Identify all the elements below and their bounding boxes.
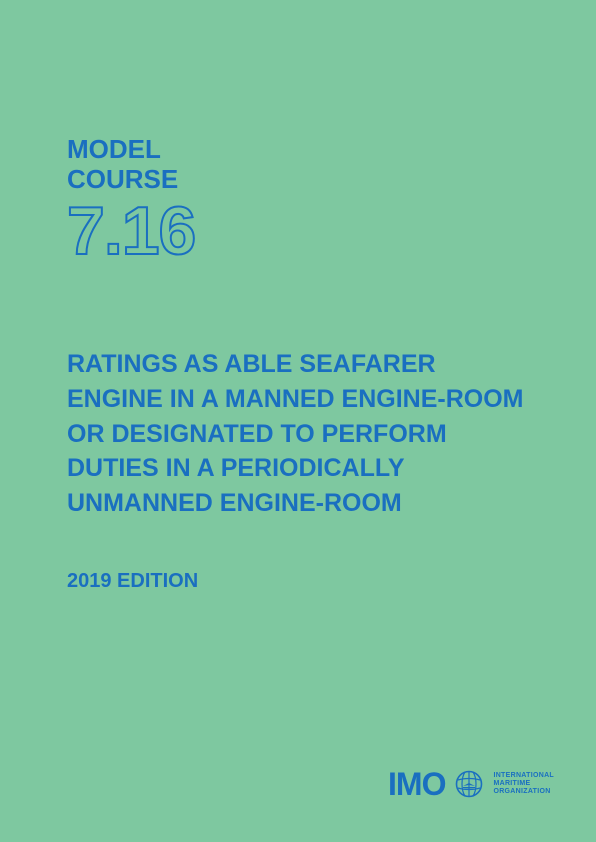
title-line-4: DUTIES IN A PERIODICALLY xyxy=(67,454,405,482)
title-line-1: RATINGS AS ABLE SEAFARER xyxy=(67,350,436,378)
footer-logo: IMO INTERNATIONAL MARITIME ORGANIZATION xyxy=(388,768,554,800)
header-line-1: MODEL xyxy=(67,134,161,164)
imo-logo-text: IMO xyxy=(388,768,445,800)
course-number: 7.16 xyxy=(67,197,195,265)
org-name: INTERNATIONAL MARITIME ORGANIZATION xyxy=(493,772,554,796)
document-cover: MODEL COURSE 7.16 RATINGS AS ABLE SEAFAR… xyxy=(0,0,596,842)
edition-block: 2019 EDITION xyxy=(67,570,198,593)
imo-emblem-icon xyxy=(455,770,483,798)
header-line-2: COURSE xyxy=(67,164,178,194)
title-line-3: OR DESIGNATED TO PERFORM xyxy=(67,420,447,448)
edition-text: 2019 EDITION xyxy=(67,570,198,592)
header-label: MODEL COURSE xyxy=(67,135,195,195)
course-header: MODEL COURSE 7.16 xyxy=(67,135,195,265)
title-line-2: ENGINE IN A MANNED ENGINE-ROOM xyxy=(67,385,524,413)
org-line-2: MARITIME xyxy=(493,780,554,788)
course-title-block: RATINGS AS ABLE SEAFARER ENGINE IN A MAN… xyxy=(67,347,556,521)
course-title: RATINGS AS ABLE SEAFARER ENGINE IN A MAN… xyxy=(67,347,556,521)
title-line-5: UNMANNED ENGINE-ROOM xyxy=(67,489,402,517)
org-line-3: ORGANIZATION xyxy=(493,788,554,796)
org-line-1: INTERNATIONAL xyxy=(493,772,554,780)
